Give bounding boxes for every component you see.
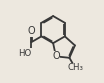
Text: HO: HO — [18, 49, 31, 58]
Text: CH₃: CH₃ — [67, 63, 83, 72]
Text: O: O — [28, 26, 35, 36]
Text: O: O — [52, 51, 60, 61]
